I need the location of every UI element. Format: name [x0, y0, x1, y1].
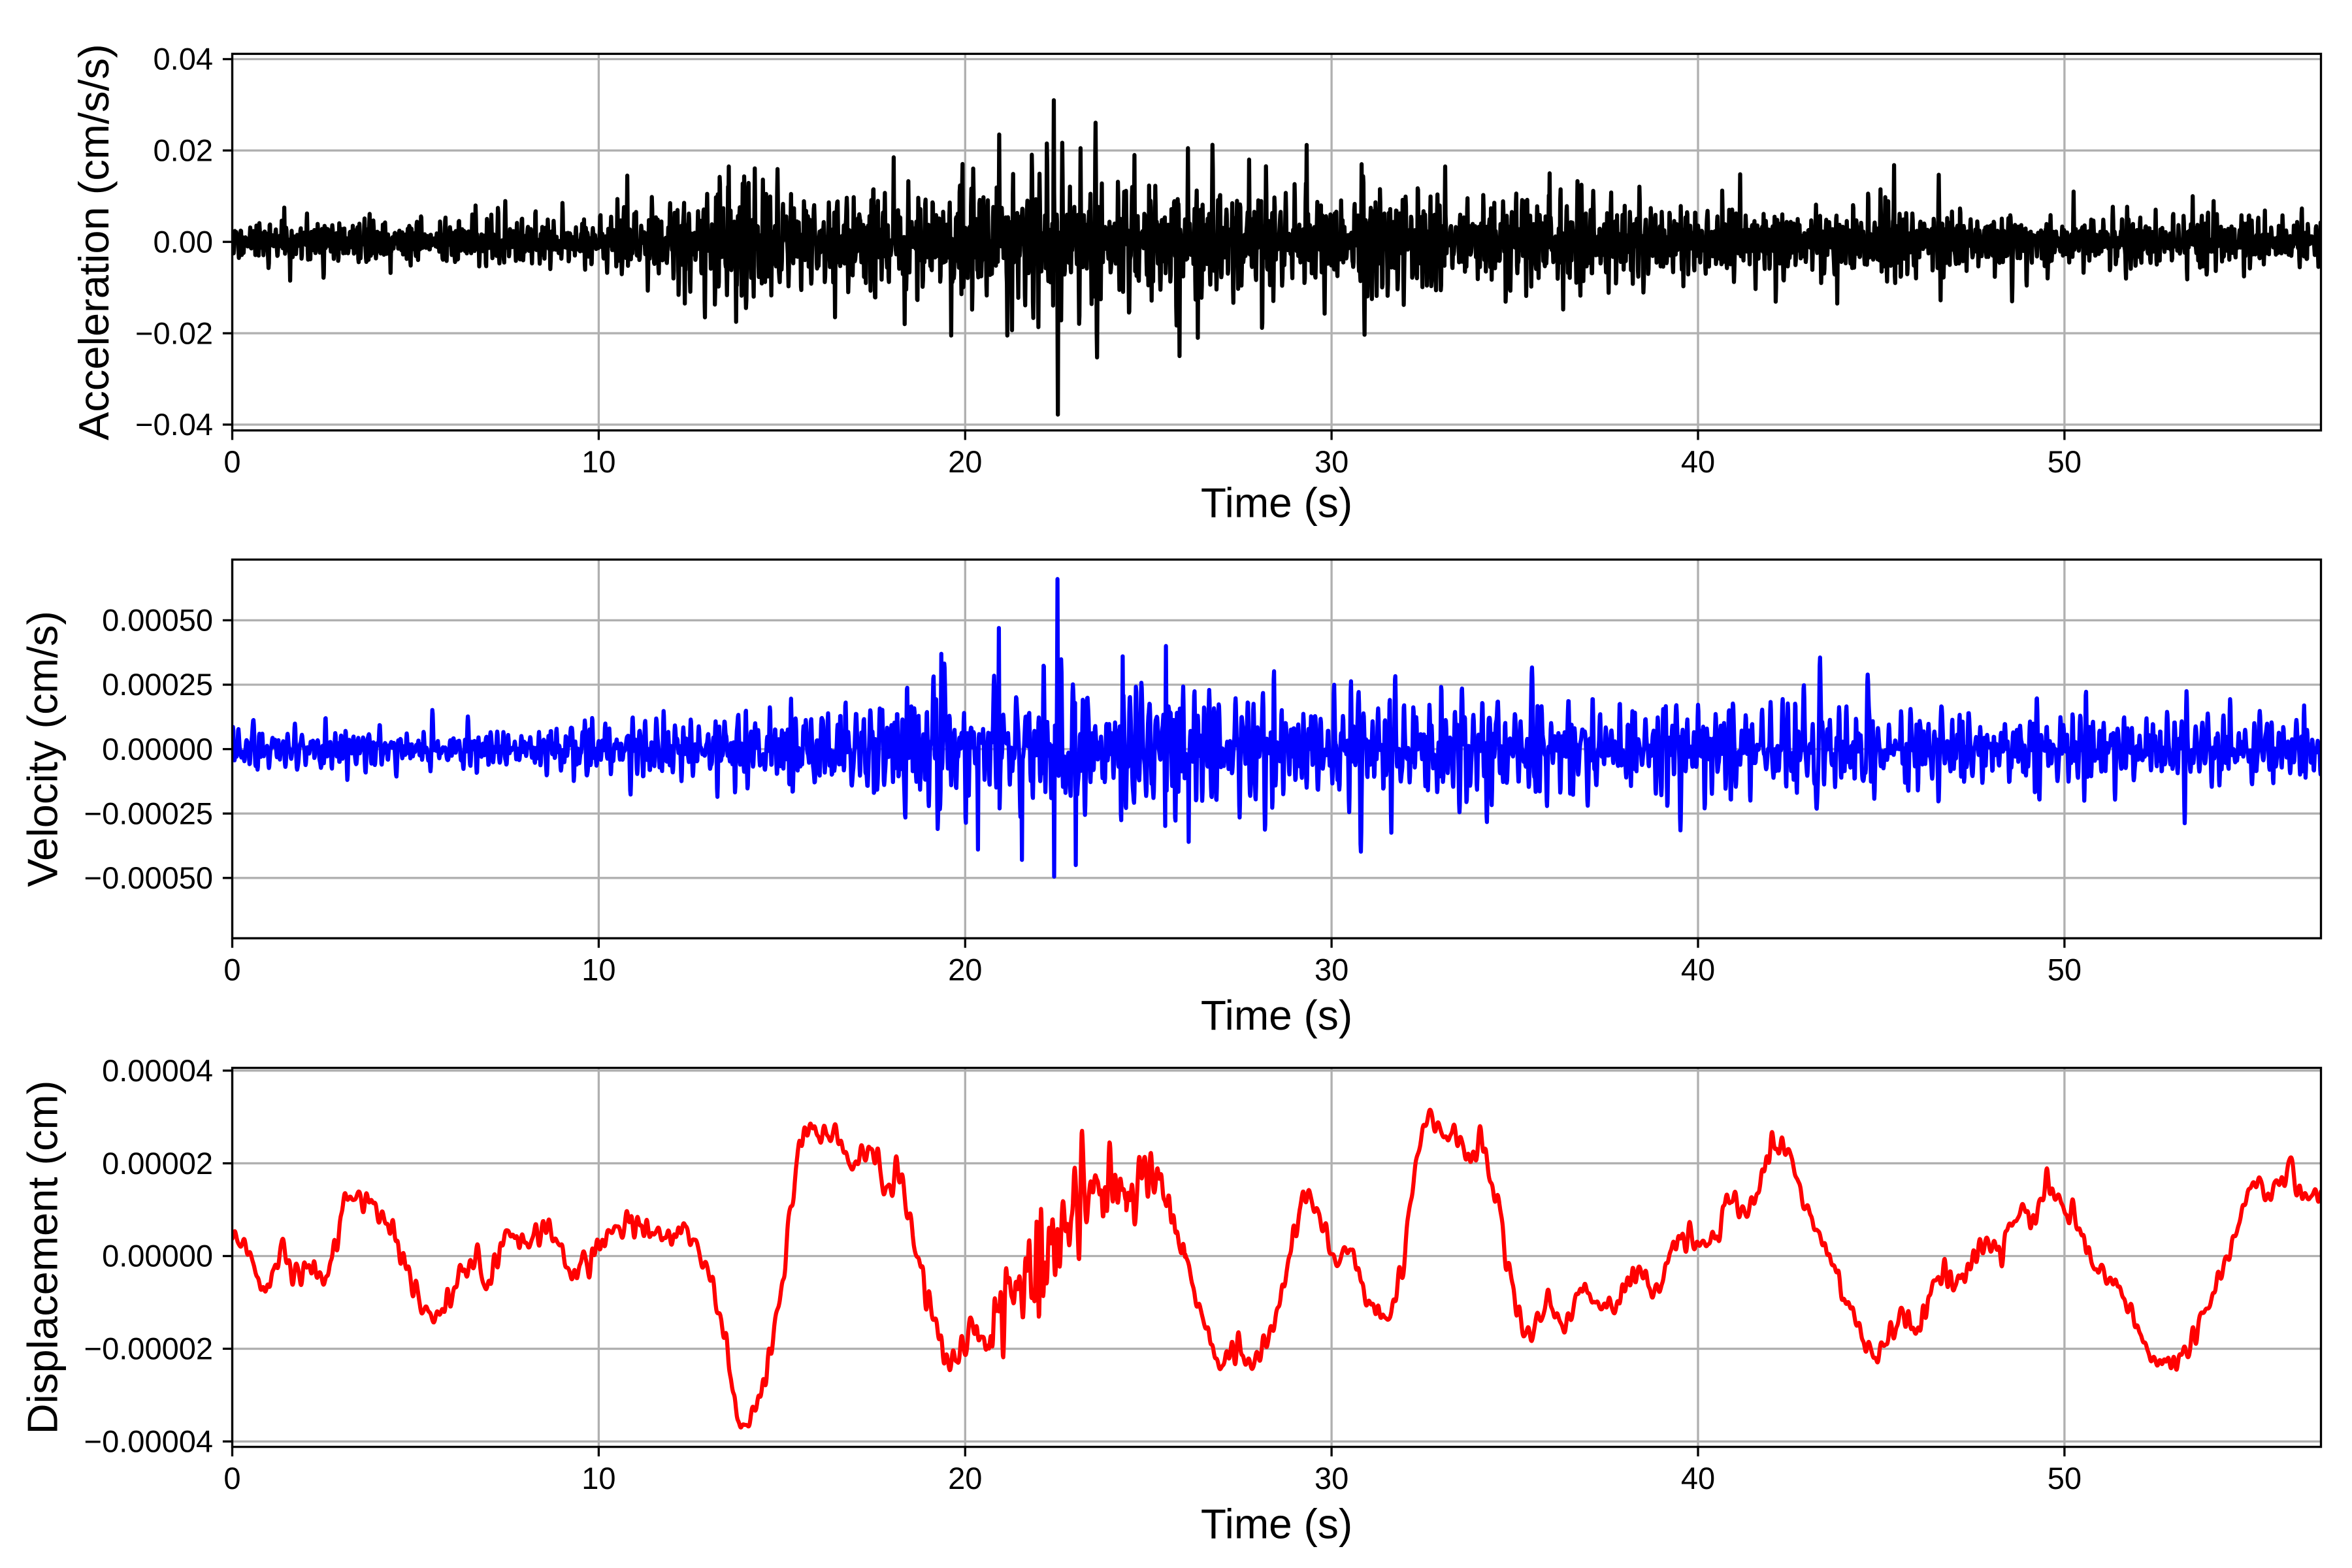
svg-text:Time (s): Time (s)	[1201, 480, 1352, 527]
svg-text:0: 0	[223, 1461, 240, 1495]
svg-text:20: 20	[948, 952, 982, 987]
svg-text:Acceleration (cm/s/s): Acceleration (cm/s/s)	[70, 44, 118, 440]
svg-text:30: 30	[1315, 952, 1348, 987]
svg-text:0.00000: 0.00000	[102, 1239, 213, 1273]
svg-text:−0.00004: −0.00004	[84, 1424, 213, 1459]
svg-text:0.00050: 0.00050	[102, 603, 213, 638]
svg-text:50: 50	[2048, 444, 2082, 479]
svg-text:0: 0	[223, 952, 240, 987]
svg-text:0.00002: 0.00002	[102, 1146, 213, 1181]
svg-text:Time (s): Time (s)	[1201, 992, 1352, 1039]
svg-text:0: 0	[223, 444, 240, 479]
svg-text:0.00: 0.00	[154, 224, 213, 259]
svg-text:−0.00050: −0.00050	[84, 860, 213, 895]
svg-text:−0.00002: −0.00002	[84, 1331, 213, 1366]
svg-text:0.04: 0.04	[154, 42, 213, 76]
svg-text:40: 40	[1681, 1461, 1715, 1495]
svg-text:30: 30	[1315, 444, 1348, 479]
svg-text:−0.00025: −0.00025	[84, 796, 213, 830]
svg-text:40: 40	[1681, 952, 1715, 987]
svg-text:−0.02: −0.02	[135, 316, 213, 350]
svg-text:10: 10	[581, 444, 615, 479]
svg-text:Velocity (cm/s): Velocity (cm/s)	[18, 611, 66, 887]
svg-text:50: 50	[2048, 1461, 2082, 1495]
svg-text:0.00000: 0.00000	[102, 732, 213, 766]
svg-text:40: 40	[1681, 444, 1715, 479]
svg-text:Time (s): Time (s)	[1201, 1501, 1352, 1548]
svg-text:50: 50	[2048, 952, 2082, 987]
svg-text:20: 20	[948, 444, 982, 479]
svg-text:0.00025: 0.00025	[102, 667, 213, 702]
svg-text:10: 10	[581, 952, 615, 987]
svg-text:10: 10	[581, 1461, 615, 1495]
svg-text:Displacement (cm): Displacement (cm)	[18, 1081, 66, 1435]
svg-text:−0.04: −0.04	[135, 407, 213, 442]
svg-text:30: 30	[1315, 1461, 1348, 1495]
svg-text:0.02: 0.02	[154, 133, 213, 168]
svg-text:20: 20	[948, 1461, 982, 1495]
svg-text:0.00004: 0.00004	[102, 1053, 213, 1088]
